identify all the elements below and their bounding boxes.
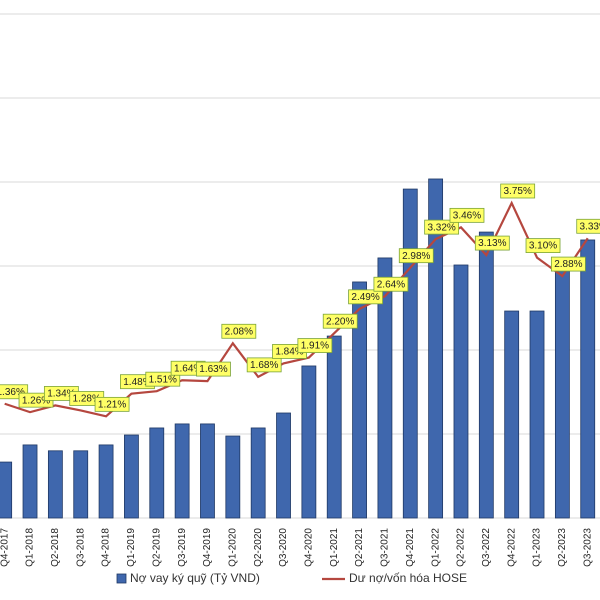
value-label-box (196, 361, 231, 377)
value-label-box (322, 313, 358, 329)
value-label: 1.91% (301, 341, 329, 352)
legend-label: Dư nợ/vốn hóa HOSE (349, 571, 467, 585)
x-tick-label: Q3-2019 (177, 528, 188, 567)
value-label: 1.84% (275, 347, 303, 358)
x-tick-label: Q4-2017 (0, 528, 10, 567)
value-label: 1.68% (250, 360, 278, 371)
bar (174, 423, 190, 519)
value-label: 1.63% (199, 364, 227, 375)
value-label-box (525, 238, 561, 254)
value-label: 2.08% (225, 326, 253, 337)
x-tick-label: Q2-2021 (354, 528, 365, 567)
bar (47, 450, 63, 519)
bar (73, 450, 89, 519)
legend-label: Nợ vay ký quỹ (Tỷ VND) (130, 571, 260, 585)
value-label: 3.10% (529, 241, 557, 252)
value-label: 1.51% (149, 374, 177, 385)
x-tick-label: Q4-2019 (202, 528, 213, 567)
bar (428, 178, 444, 519)
x-tick-label: Q2-2023 (557, 528, 568, 567)
value-label: 2.20% (326, 316, 354, 327)
value-label: 1.64% (174, 363, 202, 374)
x-tick-label: Q3-2020 (278, 528, 289, 567)
value-label: 1.48% (123, 377, 151, 388)
value-label: 1.26% (22, 395, 50, 406)
value-label-box (373, 276, 409, 292)
x-tick-label: Q3-2018 (75, 528, 86, 567)
value-label-box (449, 207, 485, 223)
value-label-box (246, 357, 282, 373)
value-label: 1.21% (98, 400, 126, 411)
value-label: 3.32% (427, 222, 455, 233)
value-label-box (398, 248, 434, 264)
x-tick-label: Q4-2022 (506, 528, 517, 567)
x-tick-label: Q4-2021 (405, 528, 416, 567)
value-label-box (297, 338, 333, 353)
bar (22, 444, 38, 519)
x-tick-label: Q4-2018 (101, 528, 112, 567)
x-tick-label: Q1-2020 (227, 528, 238, 567)
bar (0, 461, 13, 519)
value-label: 3.46% (453, 211, 481, 222)
x-tick-label: Q2-2018 (50, 528, 61, 567)
value-label-box (221, 323, 257, 339)
value-label: 2.88% (554, 259, 582, 270)
bar (352, 281, 367, 519)
x-tick-label: Q1-2018 (25, 528, 36, 567)
bar (98, 444, 114, 519)
value-label-box (474, 235, 510, 251)
value-label: 3.13% (478, 238, 506, 249)
value-label: 2.64% (377, 279, 405, 290)
value-label: 1.36% (0, 387, 25, 398)
bar (478, 231, 494, 519)
legend-swatch (116, 573, 127, 584)
x-tick-label: Q1-2021 (329, 528, 340, 567)
bar (200, 423, 215, 519)
x-tick-label: Q3-2022 (481, 528, 492, 567)
bar (326, 335, 342, 519)
x-tick-label: Q2-2022 (456, 528, 467, 567)
bar (301, 365, 317, 519)
value-label-box (500, 183, 536, 199)
bar (529, 310, 545, 519)
value-label-box (145, 371, 181, 387)
value-label: 1.28% (73, 394, 101, 405)
value-label: 1.34% (47, 389, 75, 400)
bar (554, 264, 570, 519)
value-label: 2.49% (351, 292, 379, 303)
bar (149, 427, 165, 519)
bar (276, 412, 291, 519)
x-tick-label: Q2-2020 (253, 528, 264, 567)
value-label: 2.98% (402, 251, 430, 262)
value-label-box (550, 256, 586, 272)
bar (504, 310, 520, 519)
value-label: 3.75% (503, 186, 531, 197)
x-tick-label: Q2-2019 (151, 528, 162, 567)
value-label-box (94, 396, 130, 412)
bar (250, 427, 266, 519)
bar (225, 435, 241, 519)
x-tick-label: Q4-2020 (304, 528, 315, 567)
bar (402, 188, 418, 519)
value-label-box (348, 289, 383, 305)
x-tick-label: Q3-2021 (380, 528, 391, 567)
x-tick-label: Q3-2023 (582, 528, 593, 567)
bar (580, 239, 596, 519)
bar (453, 264, 469, 519)
bar (377, 257, 393, 519)
value-label-box (576, 218, 600, 234)
x-tick-label: Q1-2022 (430, 528, 441, 567)
value-label: 3.33% (580, 221, 600, 232)
x-tick-label: Q1-2023 (532, 528, 543, 567)
line (4, 200, 589, 418)
bar (124, 434, 139, 519)
value-label-box (424, 219, 460, 235)
x-tick-label: Q1-2019 (126, 528, 137, 567)
